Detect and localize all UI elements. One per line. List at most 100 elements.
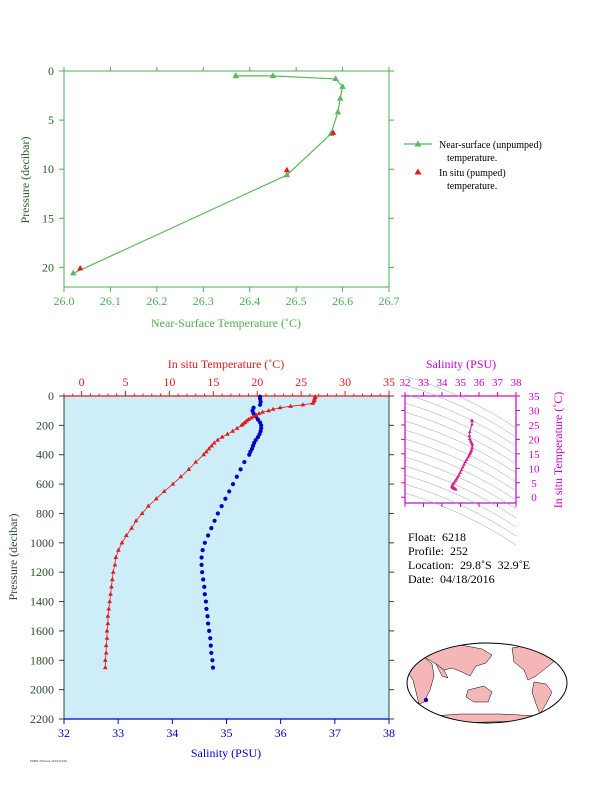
density-contour: [404, 474, 517, 528]
temperature-point: [209, 443, 214, 448]
temperature-point: [109, 584, 114, 589]
ts-point: [470, 418, 474, 423]
salinity-profile-series: [199, 394, 264, 670]
ts-point: [457, 473, 461, 477]
salinity-point: [251, 411, 256, 416]
salinity-point: [238, 467, 243, 472]
temperature-point: [102, 657, 108, 662]
temperature-point: [310, 400, 315, 405]
temperature-point: [116, 547, 121, 552]
near-surface-x-ticks: 26.0 26.1 26.2 26.3 26.4 26.5 26.6 26.7: [54, 67, 400, 308]
density-contours: [404, 375, 517, 546]
pressure-tick-label: 0: [48, 389, 54, 403]
temperature-point: [215, 437, 221, 442]
pressure-tick-label: 200: [36, 418, 54, 432]
footnote: PMEL/NOAA 2016/04/20: [30, 759, 68, 763]
salinity-point: [205, 614, 210, 619]
salinity-point: [223, 496, 228, 501]
temperature-point: [234, 425, 240, 430]
temperature-tick-label: 10: [163, 375, 175, 389]
temperature-tick-label: 5: [122, 375, 128, 389]
near-surface-point: [337, 94, 344, 101]
temperature-point: [139, 510, 145, 516]
temperature-point: [251, 413, 257, 419]
land-greenland: [557, 644, 567, 656]
salinity-point: [208, 636, 213, 641]
ts-point: [470, 422, 474, 426]
map-outline: [406, 642, 568, 724]
ts-y-tick-label: 30: [529, 405, 541, 417]
temperature-tick-label: 15: [207, 375, 219, 389]
temperature-tick-label: 20: [251, 375, 263, 389]
salinity-point: [210, 665, 216, 670]
pressure-tick-label: 600: [36, 477, 54, 491]
density-contour: [404, 465, 517, 519]
temperature-axis-label: In situ Temperature (˚C): [168, 357, 285, 371]
ts-point: [460, 465, 465, 469]
salinity-point: [255, 435, 261, 440]
temperature-point: [266, 408, 272, 413]
ts-y-tick-label: 15: [529, 449, 541, 461]
land-india: [435, 663, 449, 679]
near-surface-x-label: Near-Surface Temperature (˚C): [151, 316, 301, 330]
temperature-point: [107, 598, 113, 604]
ts-plot-frame: [404, 395, 517, 504]
legend-near-label: Near-surface (unpumped): [439, 140, 542, 151]
salinity-tick-label: 34: [166, 726, 178, 740]
ts-y-tick-label: 10: [529, 463, 541, 475]
near-surface-plot-frame: [63, 70, 390, 288]
salinity-point: [200, 570, 205, 575]
y-tick-label: 10: [42, 162, 54, 176]
ts-point: [459, 468, 464, 472]
density-contour: [404, 384, 517, 438]
salinity-point: [205, 533, 211, 538]
density-contour: [404, 456, 517, 510]
temperature-tick-label: 35: [383, 375, 395, 389]
salinity-point: [242, 459, 247, 465]
temperature-point: [124, 532, 129, 538]
temperature-point: [145, 503, 151, 508]
land-south-america: [531, 681, 553, 715]
density-contour: [404, 447, 517, 501]
salinity-tick-label: 36: [275, 726, 287, 740]
density-contour: [404, 429, 517, 483]
temperature-point: [277, 405, 283, 410]
ts-x-tick-label: 36: [474, 377, 486, 389]
pressure-tick-label: 1800: [30, 653, 54, 667]
salinity-tick-label: 32: [58, 726, 70, 740]
y-tick-label: 20: [42, 260, 54, 274]
temperature-point: [203, 449, 209, 454]
ts-temperature-ticks: 0 5 10 15 20 25 30 35: [401, 391, 540, 504]
pressure-tick-label: 1600: [30, 624, 54, 638]
temperature-point: [153, 496, 159, 501]
y-tick-label: 0: [48, 64, 54, 78]
ts-y-tick-label: 35: [529, 391, 541, 403]
salinity-point: [255, 417, 261, 422]
x-tick-label: 26.0: [54, 294, 75, 308]
temperature-point: [119, 540, 125, 545]
profile-date: Date: 04/18/2016: [408, 572, 495, 586]
ts-point: [464, 457, 469, 461]
legend-insitu-marker: [414, 168, 422, 175]
temperature-point: [186, 466, 192, 471]
near-surface-y-ticks: 0 5 10 15 20: [42, 64, 394, 274]
pressure-tick-label: 2000: [30, 683, 54, 697]
insitu-point: [77, 264, 84, 271]
salinity-point: [202, 592, 207, 597]
salinity-point: [202, 584, 207, 589]
temperature-tick-label: 0: [79, 375, 85, 389]
float-location: Location: 29.8˚S 32.9˚E: [408, 558, 530, 572]
profile-chart: 0 5 10 15 20 25 30 35 32 33 34 35 36 37 38 0 200 400 600…: [6, 357, 395, 760]
float-id: Float: 6218: [408, 530, 467, 544]
temperature-point: [129, 525, 134, 530]
density-contour: [404, 483, 517, 537]
near-surface-chart: 26.0 26.1 26.2 26.3 26.4 26.5 26.6 26.7 0510152…: [18, 64, 542, 330]
ts-x-tick-label: 35: [455, 377, 467, 389]
salinity-point: [202, 540, 207, 545]
salinity-ticks: 32 33 34 35 36 37 38: [58, 719, 395, 740]
temperature-point: [110, 569, 116, 574]
temperature-point: [104, 635, 110, 640]
salinity-point: [215, 511, 220, 516]
ts-point: [454, 487, 458, 491]
